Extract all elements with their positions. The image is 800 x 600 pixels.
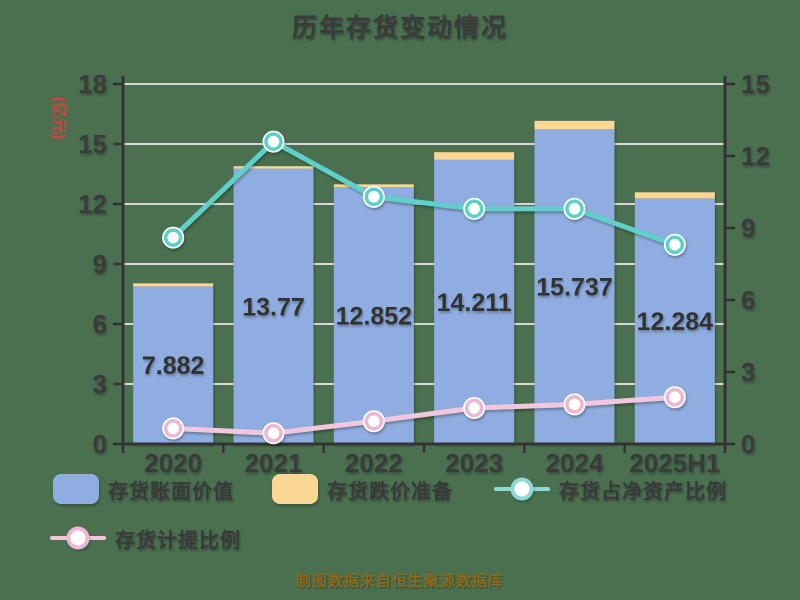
line-marker: [364, 187, 384, 207]
yellow-bar-swatch-icon: [272, 474, 318, 504]
x-axis-category-label: 2020: [144, 448, 202, 478]
bar-depreciation-cap: [634, 192, 715, 199]
bar-value-label: 15.737: [536, 274, 612, 302]
left-axis-tick: 9: [93, 249, 107, 279]
line-marker: [264, 132, 283, 151]
x-axis-category-label: 2021: [245, 448, 303, 478]
right-axis-tick: 3: [741, 357, 755, 387]
bar-depreciation-cap: [434, 152, 515, 160]
left-axis-tick: 18: [78, 69, 107, 99]
right-axis-tick: 12: [741, 141, 770, 171]
legend-label: 存货计提比例: [115, 529, 241, 552]
axes: [113, 76, 735, 453]
line-provision-ratio: [162, 386, 686, 445]
line-marker: [665, 387, 685, 407]
x-axis-category-label: 2022: [345, 448, 403, 478]
bar-value-labels: 7.882 13.77 12.852 14.211 15.737 12.284: [142, 274, 713, 381]
right-axis-tick: 15: [741, 69, 770, 99]
right-axis-tick: 0: [741, 429, 755, 459]
line-marker: [565, 395, 584, 414]
left-axis-tick: 0: [93, 429, 107, 459]
legend-item-depreciation-reserve: 存货跌价准备: [272, 471, 453, 507]
legend-label: 存货占净资产比例: [559, 480, 727, 503]
data-source-credit: 制图数据来自恒生聚源数据库: [295, 573, 504, 590]
right-axis-tick: 9: [741, 213, 755, 243]
legend-label: 存货账面价值: [108, 480, 234, 503]
bar-value-label: 7.882: [142, 352, 205, 380]
x-axis-category-label: 2025H1: [629, 448, 720, 478]
bars: [133, 120, 715, 444]
line-marker: [163, 419, 183, 438]
bar-book-value: [233, 168, 314, 444]
bar-book-value: [333, 186, 414, 444]
bar-value-label: 14.211: [437, 289, 512, 317]
right-axis-tick: 6: [741, 285, 755, 315]
left-axis-tick: 15: [78, 129, 107, 159]
pink-line-marker-icon: [50, 526, 106, 550]
x-axis-category-label: 2023: [445, 448, 503, 478]
left-axis-tick: 6: [93, 309, 107, 339]
line-marker: [565, 199, 584, 219]
left-axis-tick: 3: [93, 369, 107, 399]
bar-depreciation-cap: [233, 166, 314, 169]
bar-depreciation-cap: [333, 184, 414, 187]
line-marker: [264, 423, 283, 443]
bar-value-label: 13.77: [242, 293, 305, 321]
bar-book-value: [534, 129, 615, 444]
line-marker: [163, 228, 183, 247]
legend-item-net-asset-ratio: 存货占净资产比例: [494, 471, 727, 507]
line-marker: [464, 199, 484, 219]
legend-item-provision-ratio: 存货计提比例: [50, 520, 241, 556]
line-marker: [464, 398, 484, 418]
legend-label: 存货跌价准备: [327, 480, 453, 503]
chart-title: 历年存货变动情况: [291, 14, 508, 42]
teal-line-marker-icon: [494, 477, 550, 501]
bar-value-label: 12.852: [336, 302, 412, 330]
blue-bar-swatch-icon: [53, 474, 99, 504]
line-marker: [665, 235, 685, 255]
bar-depreciation-cap: [534, 120, 615, 130]
line-net-asset-ratio: [162, 130, 686, 256]
x-axis-category-label: 2024: [546, 448, 604, 478]
bar-value-label: 12.284: [637, 308, 714, 336]
gridlines: [123, 83, 725, 385]
bar-depreciation-cap: [133, 283, 214, 287]
legend-item-book-value: 存货账面价值: [53, 471, 234, 507]
left-axis-tick: 12: [78, 189, 107, 219]
axis-tick-labels: 0 3 6 9 12 15 18 0 3 6 9 12 15 2020 2021 2022 2023 2024 20…: [78, 69, 770, 478]
line-marker: [364, 411, 384, 431]
